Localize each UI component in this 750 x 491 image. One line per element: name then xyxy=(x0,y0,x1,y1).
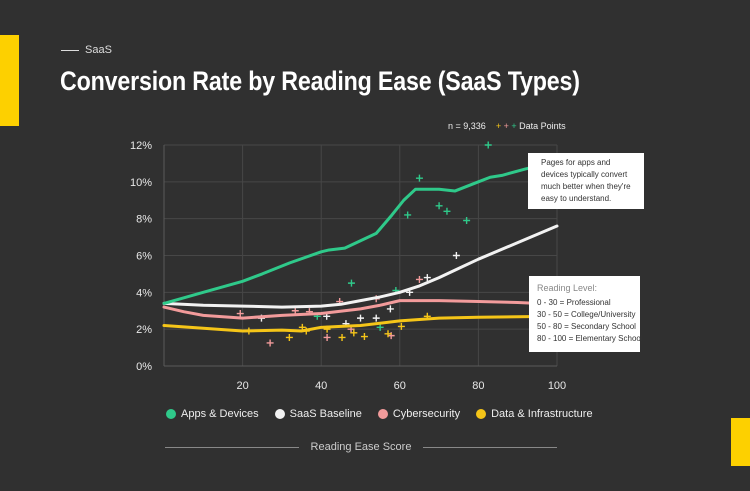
data-point xyxy=(291,307,299,315)
data-point xyxy=(386,305,394,313)
y-tick-label: 4% xyxy=(136,287,152,299)
data-point xyxy=(360,333,368,341)
x-axis-title: Reading Ease Score xyxy=(165,441,557,453)
y-tick-label: 8% xyxy=(136,214,152,226)
x-axis-label: Reading Ease Score xyxy=(310,441,412,453)
legend-dot-icon xyxy=(274,409,285,419)
legend-item-apps[interactable]: Apps & Devices xyxy=(166,408,259,420)
legend: Apps & Devices SaaS Baseline Cybersecuri… xyxy=(166,408,593,420)
data-point xyxy=(372,314,380,322)
accent-bar-right xyxy=(731,418,750,466)
divider xyxy=(165,446,299,448)
data-point xyxy=(423,274,431,282)
legend-item-baseline[interactable]: SaaS Baseline xyxy=(274,408,362,420)
reading-level-title: Reading Level: xyxy=(537,283,598,293)
reading-level-item: 30 - 50 = College/University xyxy=(537,310,636,319)
series-line-apps-devices xyxy=(162,160,559,305)
data-point xyxy=(384,330,392,338)
x-tick-label: 80 xyxy=(472,380,484,392)
sample-size: n = 9,336 + + + Data Points xyxy=(448,121,566,131)
data-point xyxy=(266,339,274,347)
n-label: n = 9,336 xyxy=(448,121,486,131)
reading-level-item: 50 - 80 = Secondary School xyxy=(537,322,636,331)
y-tick-label: 2% xyxy=(136,324,152,336)
y-tick-label: 10% xyxy=(130,177,152,189)
legend-label: Data & Infrastructure xyxy=(491,408,593,420)
legend-item-cyber[interactable]: Cybersecurity xyxy=(377,408,461,420)
data-point xyxy=(347,279,355,287)
data-points-icon: + + + xyxy=(495,121,517,131)
data-points-label: Data Points xyxy=(519,121,566,131)
y-tick-label: 6% xyxy=(136,251,152,263)
x-tick-label: 60 xyxy=(394,380,406,392)
data-point xyxy=(357,314,364,322)
legend-item-data[interactable]: Data & Infrastructure xyxy=(476,408,593,420)
data-point xyxy=(443,207,451,215)
series-line-saas-baseline xyxy=(162,224,559,309)
data-point xyxy=(285,333,293,341)
kicker: SaaS xyxy=(61,44,112,56)
data-point xyxy=(415,275,423,283)
data-point xyxy=(376,323,384,331)
legend-dot-icon xyxy=(476,409,487,419)
data-point xyxy=(484,141,492,149)
reading-level-item: 0 - 30 = Professional xyxy=(537,298,611,307)
reading-level-box: Reading Level: 0 - 30 = Professional 30 … xyxy=(529,276,643,352)
series-line-data-infrastructure xyxy=(162,314,559,333)
y-tick-label: 12% xyxy=(130,140,152,152)
divider xyxy=(423,446,557,448)
data-point xyxy=(415,174,423,182)
x-tick-label: 40 xyxy=(315,380,327,392)
reading-level-item: 80 - 100 = Elementary School xyxy=(537,334,643,343)
accent-bar-left xyxy=(0,35,19,126)
legend-label: SaaS Baseline xyxy=(289,408,362,420)
page-title: Conversion Rate by Reading Ease (SaaS Ty… xyxy=(60,66,580,96)
kicker-label: SaaS xyxy=(85,44,112,56)
legend-dot-icon xyxy=(377,409,388,419)
y-tick-label: 0% xyxy=(136,361,152,373)
data-point xyxy=(397,322,405,330)
data-point xyxy=(452,252,460,259)
kicker-rule xyxy=(61,49,79,51)
apps-annotation: Pages for apps and devices typically con… xyxy=(528,153,644,209)
data-point xyxy=(435,202,443,210)
x-tick-label: 100 xyxy=(548,380,566,392)
legend-label: Apps & Devices xyxy=(181,408,259,420)
data-point xyxy=(463,217,471,225)
data-point xyxy=(338,333,346,341)
data-point xyxy=(236,310,244,318)
data-point xyxy=(404,211,412,219)
legend-label: Cybersecurity xyxy=(392,408,461,420)
x-tick-label: 20 xyxy=(236,380,248,392)
series-line-cybersecurity xyxy=(162,299,559,320)
legend-dot-icon xyxy=(166,409,176,419)
data-point xyxy=(323,333,331,341)
data-point xyxy=(350,329,358,337)
